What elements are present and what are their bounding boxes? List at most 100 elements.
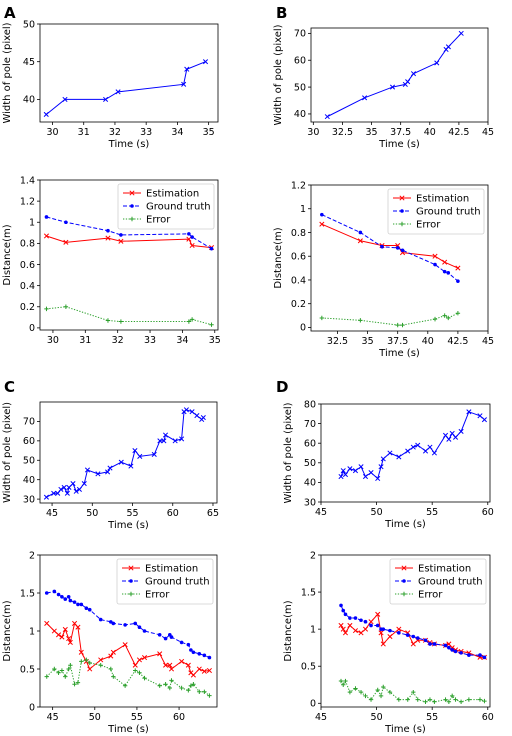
data-point (415, 697, 420, 702)
series-line-error (340, 679, 485, 703)
y-tick-label: 60 (23, 436, 35, 447)
data-point (128, 463, 134, 469)
data-point (196, 666, 202, 672)
data-point (111, 674, 116, 679)
x-axis-label: Time (s) (107, 520, 149, 531)
y-axis-label: Distance(m) (2, 224, 13, 285)
x-axis-label: Time (s) (378, 139, 420, 150)
x-tick-label: 37.5 (390, 127, 411, 138)
data-point (51, 490, 57, 496)
series-line-width (327, 33, 462, 118)
y-tick-label: 0 (300, 323, 306, 334)
data-point (59, 668, 65, 673)
data-point (163, 682, 168, 687)
data-point (189, 242, 195, 249)
data-point (189, 409, 195, 415)
y-tick-label: 50 (23, 456, 35, 467)
data-point (58, 486, 64, 492)
data-point (432, 699, 437, 705)
plot-frame (310, 184, 489, 332)
plot-frame (39, 401, 218, 504)
legend: Estimation Ground truth Error (387, 188, 485, 235)
y-tick-label: 40 (304, 478, 316, 489)
x-axis-label: Time (s) (107, 724, 149, 735)
data-point (338, 622, 344, 628)
data-point (458, 30, 464, 36)
data-point (98, 657, 104, 663)
data-point (185, 662, 191, 668)
data-point (368, 697, 374, 702)
data-point (450, 648, 454, 652)
data-point (66, 666, 71, 672)
data-point (43, 111, 49, 118)
y-tick-label: 1.4 (20, 175, 35, 186)
x-tick-label: 32 (109, 127, 121, 138)
data-point (141, 655, 148, 661)
x-tick-label: 32.5 (332, 127, 353, 138)
data-point (362, 95, 368, 101)
legend-box (117, 183, 215, 230)
data-point (432, 253, 438, 259)
data-point (75, 624, 81, 630)
data-point (347, 689, 353, 695)
data-point (162, 432, 169, 438)
data-point (70, 481, 76, 487)
data-point (395, 322, 400, 328)
y-tick-label: 70 (23, 417, 35, 428)
data-point (353, 686, 358, 691)
series-group (324, 30, 464, 120)
data-point (132, 662, 138, 668)
legend-box (389, 558, 487, 605)
data-point (433, 262, 437, 267)
y-tick-label: 1.5 (20, 588, 35, 599)
data-point (378, 464, 384, 470)
data-point (443, 643, 448, 648)
y-tick-label: 0 (29, 702, 35, 713)
data-point (320, 212, 324, 217)
y-tick-label: 1.2 (20, 196, 35, 207)
legend: Estimation Ground truth Error (389, 558, 487, 605)
data-point (348, 616, 352, 620)
data-point (368, 619, 374, 625)
data-point (190, 235, 194, 239)
data-point (111, 621, 116, 626)
x-tick-label: 34 (171, 127, 183, 138)
data-point (405, 697, 410, 702)
data-point (132, 448, 138, 454)
data-point (62, 96, 68, 102)
x-tick-label: 34 (176, 335, 188, 346)
legend-box (116, 558, 214, 605)
y-axis-label: Width of pole (pixel) (2, 22, 13, 123)
series-group (319, 212, 461, 328)
data-point (118, 459, 124, 465)
data-point (186, 688, 191, 693)
data-point (405, 79, 411, 85)
plot-frame (39, 23, 219, 123)
y-tick-label: 50 (23, 19, 35, 30)
legend-marker (128, 565, 134, 571)
data-point (388, 628, 392, 633)
data-point (110, 649, 116, 655)
data-point (43, 233, 50, 239)
data-point (202, 689, 207, 694)
data-point (343, 612, 348, 617)
data-point (458, 428, 464, 434)
series-group (43, 215, 215, 327)
y-tick-label: 1 (29, 218, 35, 229)
data-point (410, 71, 417, 77)
x-axis-label: Time (s) (384, 519, 426, 530)
x-tick-label: 55 (426, 712, 438, 723)
data-point (341, 608, 346, 613)
data-point (446, 436, 452, 442)
data-point (79, 659, 84, 664)
data-point (202, 653, 207, 658)
data-point (359, 618, 363, 623)
data-point (397, 631, 401, 635)
data-point (118, 319, 124, 324)
data-point (137, 625, 142, 629)
data-point (482, 698, 487, 704)
data-point (387, 450, 393, 456)
data-point (81, 481, 87, 487)
data-point (342, 472, 349, 478)
